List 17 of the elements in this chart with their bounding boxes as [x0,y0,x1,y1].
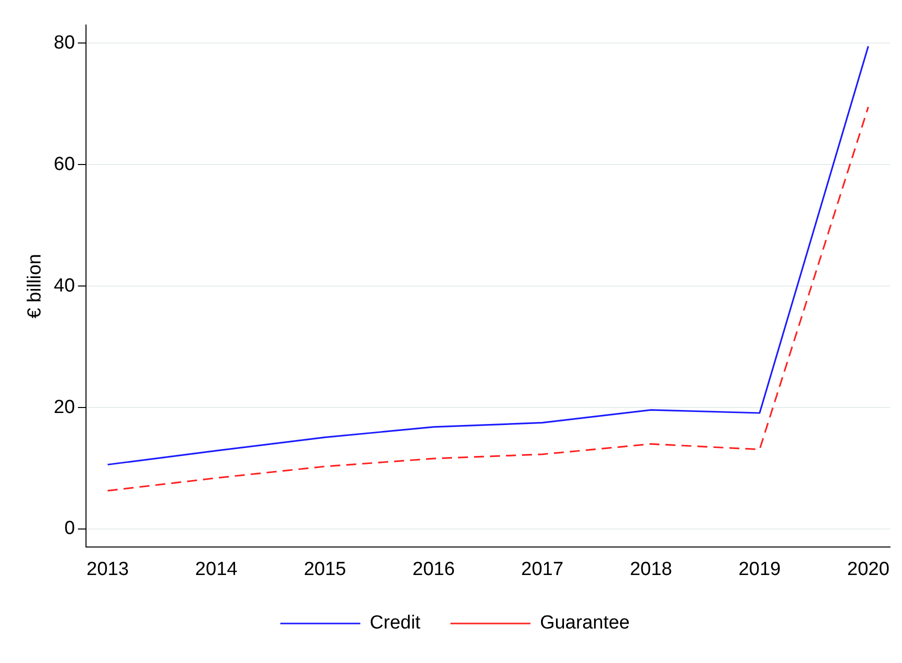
legend-label: Guarantee [540,612,630,634]
y-tick-label: 80 [54,32,75,54]
y-axis-title: € billion [24,254,46,318]
line-series [106,106,870,492]
y-tick-label: 0 [64,518,75,540]
y-tick-label: 40 [54,275,75,296]
x-tick-label: 2019 [738,558,781,580]
x-tick-label: 2018 [630,558,672,580]
x-tick-label: 2013 [86,558,129,580]
x-tick-label: 2015 [304,558,346,580]
y-tick-label: 60 [54,154,75,175]
legend-label: Credit [370,612,422,634]
x-tick-label: 2016 [412,558,455,580]
x-tick-label: 2017 [521,558,564,580]
x-tick-label: 2020 [847,558,890,580]
x-tick-label: 2014 [195,558,238,580]
y-tick-label: 20 [54,396,75,418]
